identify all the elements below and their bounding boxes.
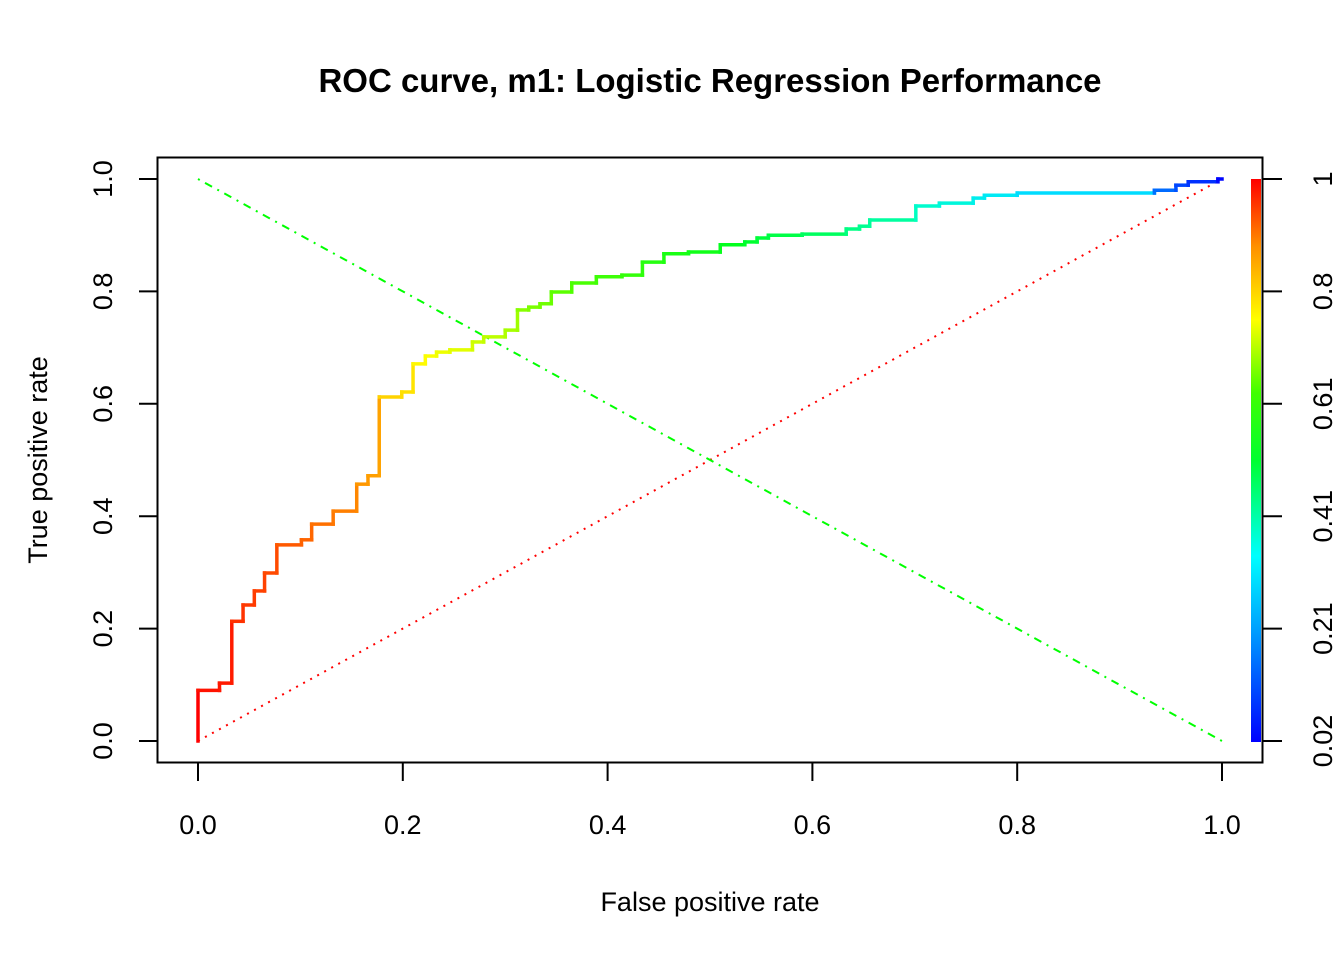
colorbar-tick-label: 0.8 xyxy=(1308,273,1338,311)
colorbar-tick-label: 0.02 xyxy=(1308,715,1338,768)
y-tick-label: 0.6 xyxy=(88,385,118,423)
x-axis-label: False positive rate xyxy=(600,887,819,917)
x-axis: 0.0 0.2 0.4 0.6 0.8 1.0 xyxy=(179,763,1241,840)
x-tick-label: 0.6 xyxy=(794,810,832,840)
x-tick-label: 1.0 xyxy=(1203,810,1241,840)
x-tick-label: 0.0 xyxy=(179,810,217,840)
colorbar xyxy=(1251,179,1261,742)
colorbar-axis: 0.02 0.21 0.41 0.61 0.8 1 xyxy=(1263,171,1338,767)
y-axis-label: True positive rate xyxy=(23,356,53,564)
y-axis: 0.0 0.2 0.4 0.6 0.8 1.0 xyxy=(88,160,157,760)
y-tick-label: 0.0 xyxy=(88,722,118,760)
colorbar-tick-label: 0.61 xyxy=(1308,378,1338,431)
plot-frame xyxy=(156,156,1264,764)
x-tick-label: 0.2 xyxy=(384,810,422,840)
colorbar-tick-label: 1 xyxy=(1308,171,1338,186)
roc-curve xyxy=(196,177,1224,743)
anti-diagonal-line xyxy=(197,178,1223,742)
y-tick-label: 0.2 xyxy=(88,610,118,648)
x-tick-label: 0.8 xyxy=(998,810,1036,840)
chart-title: ROC curve, m1: Logistic Regression Perfo… xyxy=(318,62,1101,99)
y-tick-label: 0.8 xyxy=(88,273,118,311)
x-tick-label: 0.4 xyxy=(589,810,627,840)
y-tick-label: 1.0 xyxy=(88,160,118,198)
colorbar-tick-label: 0.21 xyxy=(1308,602,1338,655)
colorbar-tick-label: 0.41 xyxy=(1308,490,1338,543)
reference-lines xyxy=(197,178,1223,742)
y-tick-label: 0.4 xyxy=(88,497,118,535)
